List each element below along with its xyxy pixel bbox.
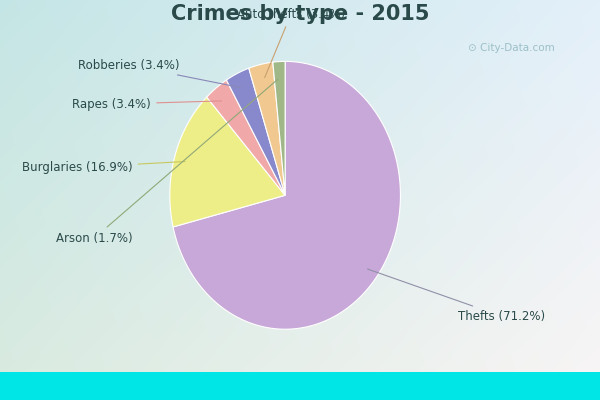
Polygon shape [249, 62, 285, 195]
Text: Burglaries (16.9%): Burglaries (16.9%) [22, 161, 185, 174]
Polygon shape [273, 61, 285, 195]
Polygon shape [207, 80, 285, 195]
Polygon shape [226, 68, 285, 195]
Text: Crimes by type - 2015: Crimes by type - 2015 [171, 4, 429, 24]
Text: Rapes (3.4%): Rapes (3.4%) [73, 98, 221, 111]
Polygon shape [173, 61, 400, 329]
Text: ⊙ City-Data.com: ⊙ City-Data.com [468, 43, 555, 53]
Text: Thefts (71.2%): Thefts (71.2%) [368, 269, 545, 323]
Polygon shape [170, 97, 285, 227]
Text: Auto thefts (3.4%): Auto thefts (3.4%) [236, 8, 345, 78]
Text: Arson (1.7%): Arson (1.7%) [56, 80, 278, 244]
Text: Robberies (3.4%): Robberies (3.4%) [77, 59, 241, 88]
